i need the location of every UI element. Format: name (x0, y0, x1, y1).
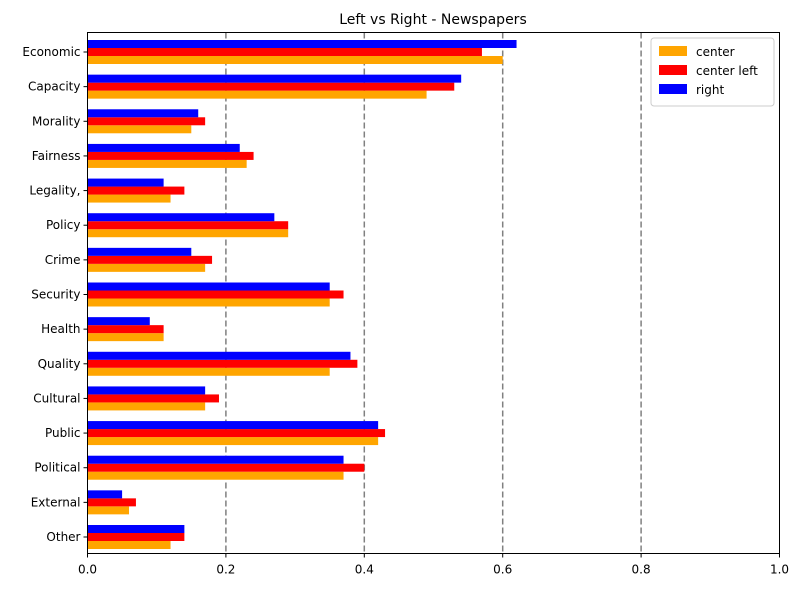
bar-right-9 (87, 351, 351, 360)
bar-center-left-5 (87, 221, 289, 230)
legend-swatch (659, 46, 687, 56)
bar-right-7 (87, 282, 330, 291)
bar-center-left-2 (87, 117, 206, 126)
y-tick-label: Economic (22, 45, 80, 59)
x-tick-label: 0.2 (216, 563, 235, 577)
y-tick-label: Cultural (33, 391, 80, 405)
bar-right-2 (87, 109, 199, 118)
legend-swatch (659, 65, 687, 75)
bar-right-6 (87, 247, 192, 256)
bar-center-left-0 (87, 48, 482, 56)
bar-center-11 (87, 437, 379, 446)
bar-center-left-7 (87, 290, 344, 299)
bar-center-7 (87, 298, 330, 307)
bar-center-0 (87, 56, 503, 64)
x-tick-label: 0.0 (78, 563, 97, 577)
x-tick-label: 0.8 (632, 563, 651, 577)
x-axis: 0.0 0.2 0.4 0.6 0.8 1.0 (78, 553, 789, 577)
bar-center-2 (87, 125, 192, 134)
bar-center-14 (87, 541, 171, 549)
bar-center-8 (87, 333, 164, 342)
y-tick-label: Crime (45, 253, 81, 267)
bar-right-3 (87, 143, 240, 152)
y-tick-label: Security (31, 288, 80, 302)
bar-right-8 (87, 317, 150, 326)
bar-center-left-14 (87, 533, 185, 541)
bar-right-12 (87, 455, 344, 464)
bar-right-10 (87, 386, 206, 395)
bar-right-13 (87, 490, 123, 499)
bar-center-4 (87, 194, 171, 203)
y-tick-label: Fairness (32, 149, 81, 163)
y-tick-label: Quality (38, 357, 81, 371)
x-tick-label: 1.0 (770, 563, 789, 577)
y-tick-label: Public (45, 426, 81, 440)
bar-center-left-8 (87, 325, 164, 334)
y-tick-label: Legality, (29, 184, 80, 198)
bar-center-3 (87, 159, 247, 168)
bar-center-left-3 (87, 151, 254, 160)
chart-title: Left vs Right - Newspapers (339, 12, 526, 28)
bar-right-1 (87, 74, 462, 83)
bar-center-1 (87, 90, 427, 99)
bars (87, 40, 517, 549)
bar-center-10 (87, 402, 206, 411)
y-tick-label: Political (34, 461, 80, 475)
y-tick-label: Morality (32, 114, 80, 128)
bar-center-9 (87, 367, 330, 376)
legend-label: center left (696, 64, 758, 78)
y-axis: Economic Capacity Morality Fairness Legality… (22, 45, 88, 544)
bar-right-5 (87, 213, 275, 222)
legend: center center left right (650, 37, 775, 107)
y-tick-label: External (31, 495, 81, 509)
bar-right-11 (87, 421, 379, 430)
legend-swatch (659, 84, 687, 94)
bar-center-left-4 (87, 186, 185, 195)
x-tick-label: 0.6 (493, 563, 512, 577)
legend-label: right (696, 83, 724, 97)
bar-center-12 (87, 471, 344, 480)
bar-center-left-6 (87, 255, 213, 264)
bar-center-left-9 (87, 359, 358, 368)
bar-center-left-12 (87, 463, 365, 472)
plot-frame (87, 32, 780, 554)
bar-right-4 (87, 178, 164, 187)
bar-center-left-11 (87, 429, 386, 438)
bar-center-6 (87, 263, 206, 272)
bar-center-13 (87, 506, 130, 515)
y-tick-label: Policy (46, 218, 81, 232)
bar-right-14 (87, 525, 185, 533)
bar-center-left-13 (87, 498, 136, 507)
x-tick-label: 0.4 (355, 563, 374, 577)
y-tick-label: Capacity (28, 80, 80, 94)
y-tick-label: Other (46, 530, 80, 544)
bar-center-left-1 (87, 82, 455, 91)
bar-center-5 (87, 229, 289, 238)
y-tick-label: Health (41, 322, 80, 336)
bar-center-left-10 (87, 394, 219, 403)
bar-right-0 (87, 40, 517, 48)
legend-label: center (696, 45, 735, 59)
